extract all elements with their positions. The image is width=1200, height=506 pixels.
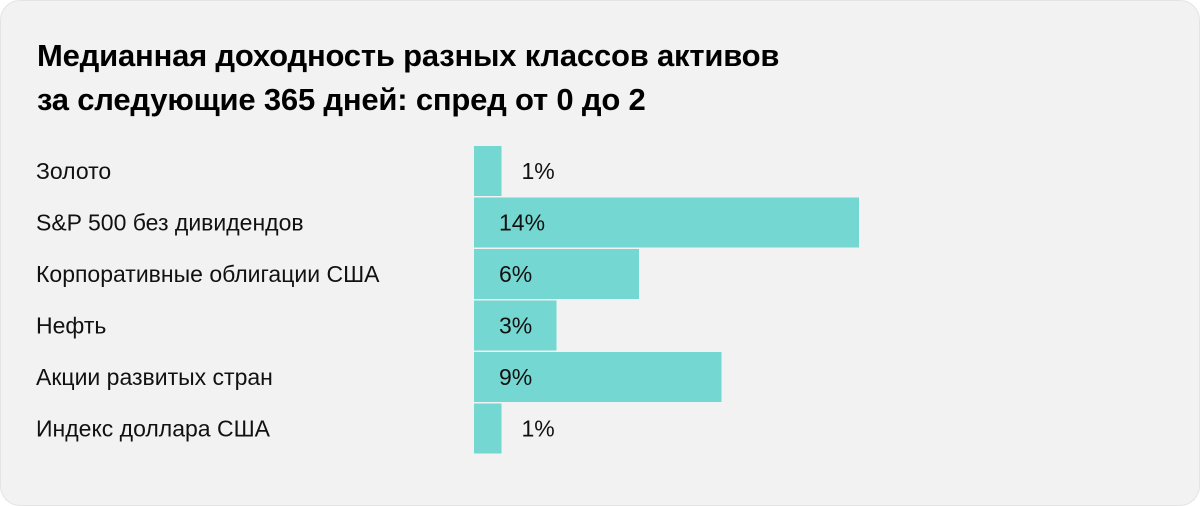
bar bbox=[474, 249, 639, 299]
chart-title-line-2: за следующие 365 дней: спред от 0 до 2 bbox=[37, 82, 646, 117]
value-label: 6% bbox=[499, 261, 532, 287]
bar bbox=[474, 197, 859, 248]
category-label: Индекс доллара США bbox=[36, 416, 271, 442]
category-label: Акции развитых стран bbox=[36, 364, 273, 390]
category-label: Нефть bbox=[36, 313, 106, 339]
category-label: Корпоративные облигации США bbox=[36, 261, 380, 287]
bar bbox=[474, 352, 722, 402]
value-label: 14% bbox=[499, 210, 545, 236]
category-label: Золото bbox=[36, 158, 111, 184]
chart-title: Медианная доходность разных классов акти… bbox=[37, 34, 1137, 122]
value-label: 3% bbox=[499, 313, 532, 339]
bar bbox=[474, 300, 557, 351]
value-label: 1% bbox=[522, 158, 555, 184]
category-label: S&P 500 без дивидендов bbox=[36, 210, 304, 236]
value-label: 9% bbox=[499, 364, 532, 390]
value-label: 1% bbox=[522, 416, 555, 442]
bar bbox=[474, 146, 502, 196]
chart-title-line-1: Медианная доходность разных классов акти… bbox=[37, 38, 780, 73]
bar bbox=[474, 403, 502, 454]
